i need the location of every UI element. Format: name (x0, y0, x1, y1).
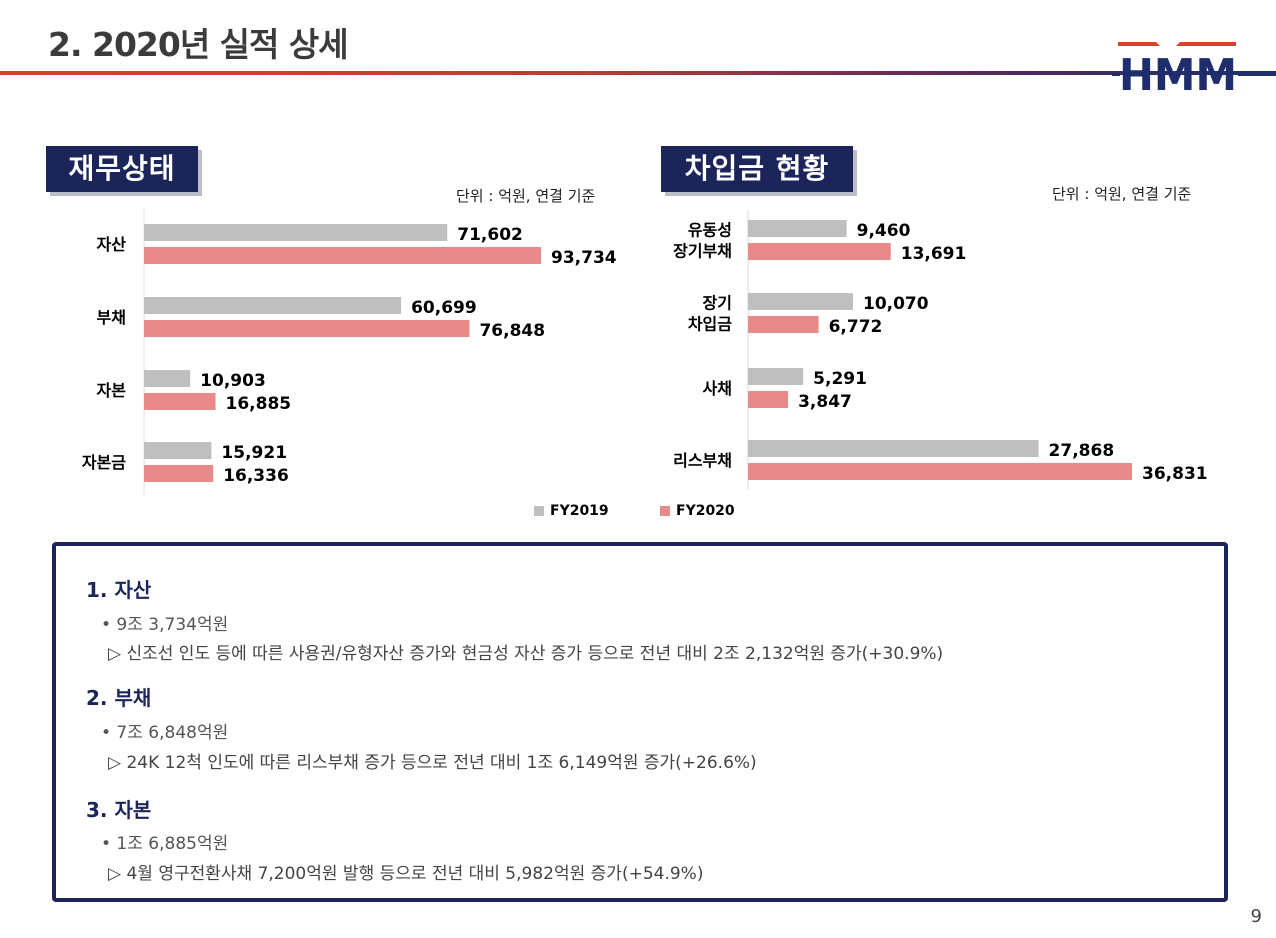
header-divider (0, 71, 1276, 75)
data-label-fy2019-3: 15,921 (221, 443, 287, 463)
bar-fy2020-1 (748, 316, 819, 333)
data-label-fy2020-3: 16,336 (223, 466, 289, 486)
category-label-0-1: 장기부채 (673, 242, 732, 261)
data-label-fy2020-2: 16,885 (226, 394, 292, 414)
legend-fy2020-swatch (660, 506, 670, 516)
bar-fy2019-3 (748, 440, 1039, 457)
debt-unit: 단위 : 억원, 연결 기준 (1052, 185, 1192, 203)
data-label-fy2019-1: 60,699 (411, 298, 477, 318)
bar-fy2020-2 (144, 393, 216, 410)
bar-fy2020-2 (748, 391, 789, 408)
category-label-3-0: 자본금 (82, 453, 126, 472)
hmm-logo: HMM (1112, 42, 1276, 94)
summary-head-equity: 3. 자본 (86, 798, 152, 822)
page-number: 9 (1250, 906, 1262, 927)
category-label-1-0: 장기 (703, 294, 732, 313)
data-label-fy2019-0: 71,602 (457, 225, 523, 245)
bar-fy2019-3 (144, 442, 212, 459)
bar-fy2020-0 (144, 247, 541, 264)
category-label-1-0: 부채 (97, 308, 126, 327)
legend-fy2019: FY2019 (534, 503, 609, 519)
data-label-fy2019-2: 5,291 (813, 369, 867, 389)
summary-bullet-equity: • 1조 6,885억원 (101, 834, 229, 854)
data-label-fy2020-0: 13,691 (901, 244, 967, 264)
legend-fy2020: FY2020 (660, 503, 735, 519)
summary-bullet-liabilities: • 7조 6,848억원 (101, 723, 229, 743)
data-label-fy2019-1: 10,070 (863, 294, 929, 314)
bar-fy2019-1 (144, 297, 402, 314)
legend-fy2020-label: FY2020 (676, 503, 735, 519)
bar-fy2020-0 (748, 243, 891, 260)
data-label-fy2020-0: 93,734 (551, 248, 617, 268)
bar-fy2019-0 (144, 224, 448, 241)
legend-fy2019-swatch (534, 506, 544, 516)
financial-heading: 재무상태 (46, 146, 198, 192)
data-label-fy2020-1: 76,848 (479, 321, 545, 341)
logo-right-line (1238, 73, 1276, 76)
bar-fy2019-0 (748, 220, 847, 237)
logo-text: HMM (1119, 50, 1237, 94)
summary-box: 1. 자산 • 9조 3,734억원 ▷ 신조선 인도 등에 따른 사용권/유형… (52, 542, 1228, 902)
page-title: 2. 2020년 실적 상세 (48, 25, 349, 64)
category-label-0-0: 자산 (97, 235, 127, 254)
logo-left-line (1112, 73, 1120, 76)
data-label-fy2019-0: 9,460 (857, 221, 911, 241)
bar-fy2019-1 (748, 293, 853, 310)
category-label-2-0: 사채 (703, 379, 732, 398)
data-label-fy2020-1: 6,772 (829, 317, 883, 337)
summary-head-liabilities: 2. 부채 (86, 686, 152, 710)
category-label-3-0: 리스부채 (673, 451, 732, 470)
data-label-fy2020-3: 36,831 (1142, 464, 1208, 484)
data-label-fy2019-2: 10,903 (200, 371, 266, 391)
debt-heading: 차입금 현황 (661, 146, 853, 192)
bar-fy2019-2 (144, 370, 191, 387)
legend-fy2019-label: FY2019 (550, 503, 609, 519)
bar-fy2019-2 (748, 368, 804, 385)
bar-fy2020-1 (144, 320, 470, 337)
data-label-fy2020-2: 3,847 (798, 392, 852, 412)
bar-fy2020-3 (144, 465, 214, 482)
summary-head-assets: 1. 자산 (86, 578, 152, 602)
category-label-0-0: 유동성 (688, 221, 732, 240)
summary-bullet-assets: • 9조 3,734억원 (101, 615, 229, 635)
category-label-1-1: 차입금 (688, 315, 732, 334)
bar-fy2020-3 (748, 463, 1132, 480)
summary-detail-assets: ▷ 신조선 인도 등에 따른 사용권/유형자산 증가와 현금성 자산 증가 등으… (108, 644, 944, 664)
logo-notch (1156, 42, 1180, 54)
summary-detail-liabilities: ▷ 24K 12척 인도에 따른 리스부채 증가 등으로 전년 대비 1조 6,… (108, 753, 757, 773)
financial-unit: 단위 : 억원, 연결 기준 (456, 187, 596, 205)
data-label-fy2019-3: 27,868 (1049, 441, 1115, 461)
summary-detail-equity: ▷ 4월 영구전환사채 7,200억원 발행 등으로 전년 대비 5,982억원… (108, 864, 704, 884)
category-label-2-0: 자본 (97, 381, 127, 400)
